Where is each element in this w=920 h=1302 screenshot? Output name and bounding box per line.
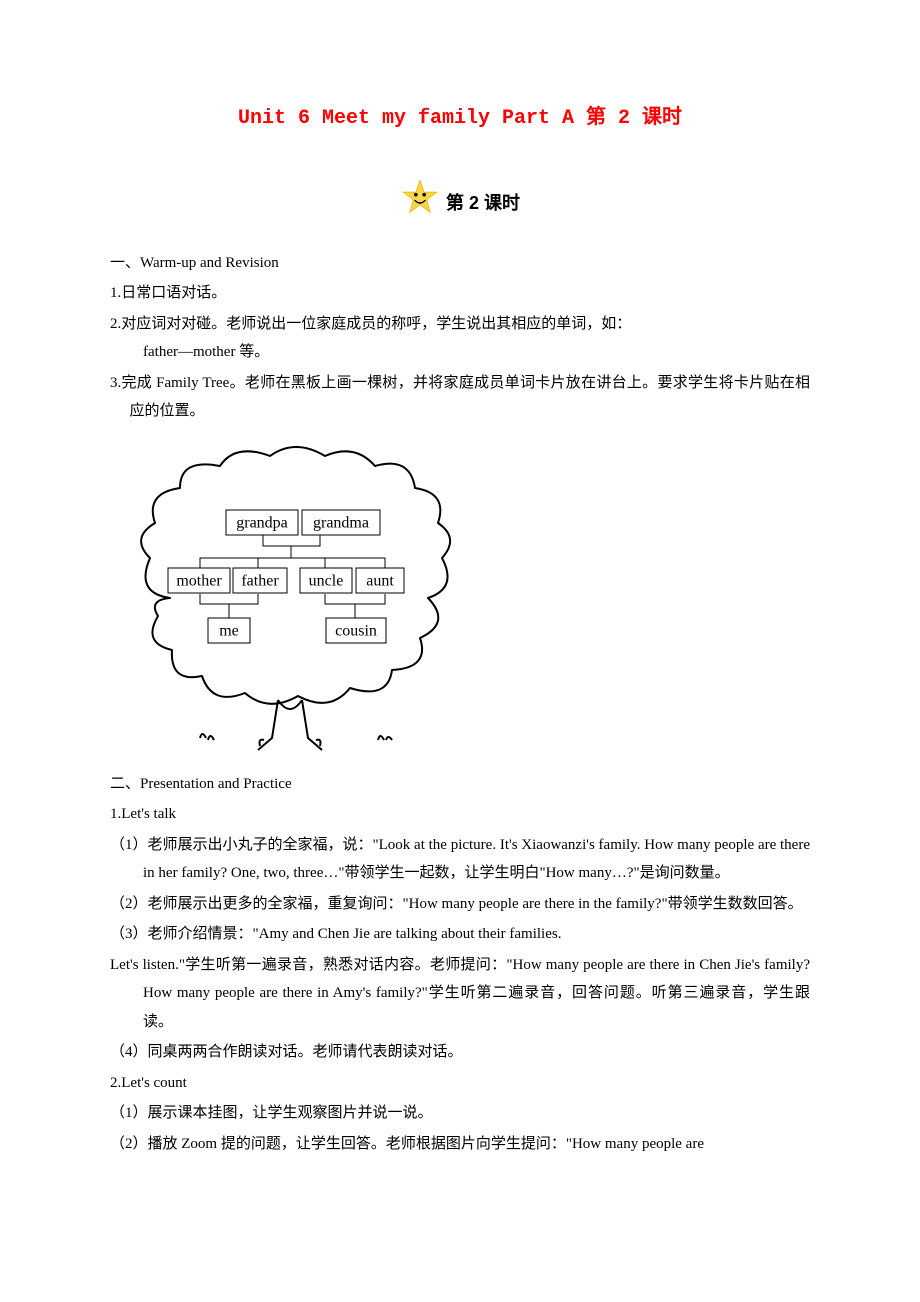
s1-item3: 3.完成 Family Tree。老师在黑板上画一棵树，并将家庭成员单词卡片放在… [110,369,810,426]
tree-father: father [241,572,279,589]
s2-sub2: 2.Let's count [110,1069,810,1098]
s1-item2: 2.对应词对对碰。老师说出一位家庭成员的称呼，学生说出其相应的单词，如： [110,310,810,339]
s1-item2b: father—mother 等。 [110,338,810,367]
tree-grandpa: grandpa [236,514,288,531]
family-tree-diagram: grandpa grandma mother father uncle aunt… [130,438,460,758]
section1-heading: 一、Warm-up and Revision [110,249,810,278]
s1-item1: 1.日常口语对话。 [110,279,810,308]
tree-mother: mother [176,572,222,589]
s2-p4: （4）同桌两两合作朗读对话。老师请代表朗读对话。 [110,1038,810,1067]
tree-cousin: cousin [335,622,377,639]
s2-sub1: 1.Let's talk [110,800,810,829]
tree-grandma: grandma [313,514,369,531]
s2-p1: （1）老师展示出小丸子的全家福，说："Look at the picture. … [110,831,810,888]
page-title: Unit 6 Meet my family Part A 第 2 课时 [110,100,810,138]
star-icon [400,178,440,229]
subtitle-row: 第 2 课时 [110,178,810,229]
tree-aunt: aunt [366,572,394,589]
s2-p3b: Let's listen."学生听第一遍录音，熟悉对话内容。老师提问："How … [110,951,810,1037]
tree-me: me [219,622,239,639]
s2-p3a: （3）老师介绍情景："Amy and Chen Jie are talking … [110,920,810,949]
s2-c1: （1）展示课本挂图，让学生观察图片并说一说。 [110,1099,810,1128]
subtitle-text: 第 2 课时 [446,186,520,220]
tree-uncle: uncle [309,572,344,589]
s2-c2: （2）播放 Zoom 提的问题，让学生回答。老师根据图片向学生提问："How m… [110,1130,810,1159]
s2-p2: （2）老师展示出更多的全家福，重复询问："How many people are… [110,890,810,919]
section2-heading: 二、Presentation and Practice [110,770,810,799]
